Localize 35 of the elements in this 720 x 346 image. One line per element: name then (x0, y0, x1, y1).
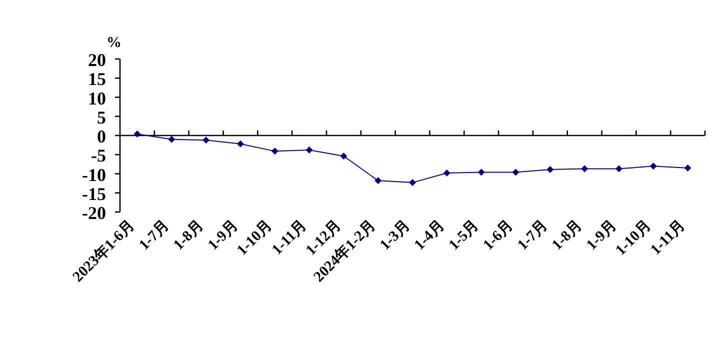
x-tick-label: 1-3月 (377, 218, 414, 254)
x-tick-label: 1-8月 (170, 218, 207, 254)
x-tick-label: 1-5月 (446, 218, 482, 254)
y-tick-label: -15 (82, 184, 106, 204)
y-axis-title: % (106, 35, 122, 51)
point (134, 130, 141, 138)
y-tick-label: 5 (97, 107, 106, 128)
y-tick-label: -5 (91, 146, 106, 166)
y-tick-label: 10 (88, 88, 106, 108)
point (340, 152, 348, 160)
point (478, 168, 485, 176)
y-tick-label: 20 (88, 50, 106, 70)
point (409, 179, 416, 186)
x-tick-label: 1-4月 (412, 218, 448, 254)
x-tick-label: 1-8月 (549, 218, 586, 254)
point (684, 164, 692, 172)
point (236, 140, 244, 148)
y-tick-label: -20 (82, 203, 106, 223)
y-tick-label: 0 (97, 126, 106, 146)
y-tick-label: -10 (82, 164, 106, 185)
point (512, 168, 520, 176)
x-tick-label: 1-6月 (480, 218, 517, 254)
point (306, 146, 313, 154)
x-tick-label: 1-7月 (136, 218, 172, 254)
point (202, 136, 210, 144)
point (443, 169, 450, 176)
point (581, 165, 588, 172)
point (546, 166, 554, 174)
point (615, 165, 622, 172)
x-tick-label: 1-7月 (514, 218, 551, 254)
point (168, 136, 176, 143)
y-tick-label: 15 (88, 69, 106, 90)
point (374, 177, 382, 184)
point (271, 148, 278, 155)
point (650, 162, 657, 170)
